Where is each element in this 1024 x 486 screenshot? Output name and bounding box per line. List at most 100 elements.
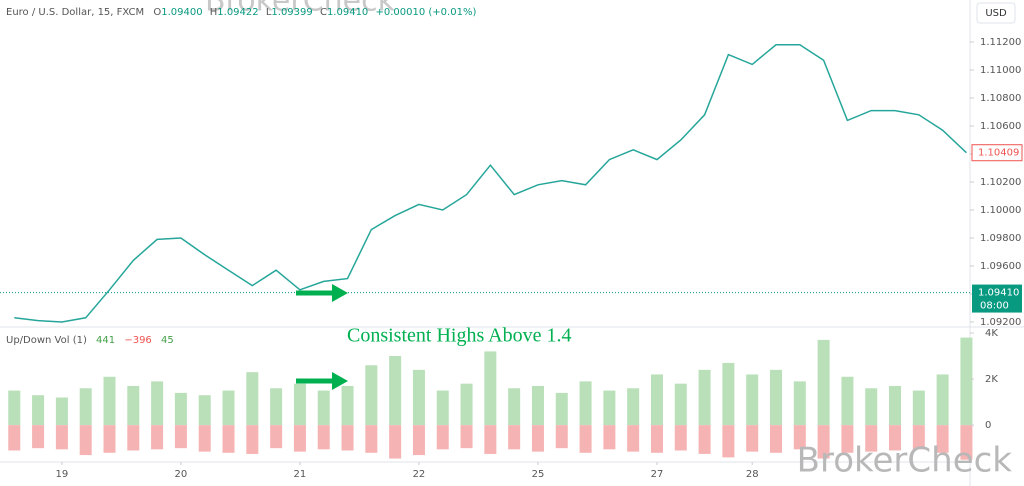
chart-header: Euro / U.S. Dollar, 15, FXCM O1.09400 H1…	[6, 7, 476, 18]
volume-bar	[912, 425, 925, 450]
arrow	[296, 372, 348, 390]
volume-bar	[603, 425, 616, 450]
last-price-label: 1.10409	[978, 148, 1019, 159]
volume-bar	[389, 425, 402, 459]
volume-bar	[222, 425, 235, 453]
volume-bar	[889, 425, 902, 451]
symbol: Euro / U.S. Dollar, 15, FXCM	[6, 7, 144, 18]
volume-bar	[317, 425, 330, 450]
ohlc-key: L	[266, 7, 272, 18]
currency[interactable]: USD	[985, 8, 1007, 19]
ohlc-key: O	[153, 7, 161, 18]
volume-bar	[412, 425, 425, 456]
volume-bar	[841, 425, 854, 453]
y-tick-label: 4K	[985, 328, 998, 339]
volume-bar	[960, 337, 973, 426]
legend-value: −396	[124, 335, 151, 346]
volume-bar	[627, 388, 640, 426]
y-tick-label: 1.11000	[980, 65, 1021, 76]
volume-bar	[246, 425, 259, 454]
volume-bar	[412, 369, 425, 426]
volume-bar	[270, 425, 283, 449]
volume-bar	[698, 425, 711, 454]
ohlc-key: C	[320, 7, 327, 18]
y-tick-label: 2K	[985, 374, 998, 385]
volume-bar	[8, 425, 21, 451]
volume-bar	[770, 369, 782, 426]
volume-bar	[484, 351, 497, 426]
volume-bar	[531, 425, 544, 452]
volume-bar	[127, 425, 140, 451]
current-price-time: 08:00	[980, 301, 1009, 312]
volume-bar	[270, 388, 283, 426]
indicator-title: Up/Down Vol (1)	[6, 335, 87, 346]
watermark: BrokerCheck	[205, 0, 396, 19]
volume-bar	[127, 385, 140, 426]
volume-bar	[960, 425, 973, 460]
volume-bar	[555, 392, 568, 426]
volume-bar	[79, 388, 92, 426]
volume-bar	[531, 385, 544, 426]
volume-bar	[32, 395, 45, 426]
volume-bar	[103, 376, 116, 426]
x-tick-label: 20	[175, 469, 188, 480]
volume-bar	[317, 390, 330, 426]
y-tick-label: 1.09800	[980, 233, 1021, 244]
volume-bar	[698, 369, 711, 426]
volume-bar	[365, 425, 378, 453]
volume-bar	[151, 425, 164, 450]
volume-bar	[912, 390, 925, 426]
volume-bar	[222, 390, 235, 426]
volume-bar	[460, 383, 473, 426]
volume-bar	[841, 376, 854, 426]
volume-bar	[936, 425, 949, 453]
volume-bar	[865, 425, 878, 452]
volume-bar	[722, 362, 735, 426]
volume-bar	[293, 383, 306, 426]
x-tick-label: 25	[532, 469, 545, 480]
volume-bar	[8, 390, 21, 426]
price-line-series	[14, 44, 967, 323]
volume-bar	[151, 381, 164, 426]
volume-bar	[746, 374, 759, 426]
y-tick-label: 0	[985, 420, 991, 431]
volume-bar	[460, 425, 473, 449]
current-price-box	[972, 284, 1022, 313]
x-tick-label: 19	[56, 469, 69, 480]
y-tick-label: 1.10200	[980, 177, 1021, 188]
volume-bar	[722, 425, 735, 458]
volume-bar	[579, 381, 592, 426]
volume-bar	[555, 425, 568, 449]
volume-bar	[79, 425, 92, 456]
arrow	[296, 284, 348, 302]
volume-bar	[865, 388, 878, 426]
volume-bar	[293, 425, 306, 452]
volume-bar	[341, 425, 354, 451]
volume-bar	[103, 425, 116, 453]
x-tick-label: 28	[746, 469, 759, 480]
current-price-label: 1.09410	[978, 288, 1019, 299]
volume-bar	[198, 425, 211, 452]
volume-bar	[650, 425, 663, 453]
volume-header: Up/Down Vol (1) 441 −396 45	[6, 335, 174, 346]
currency-box[interactable]	[976, 2, 1016, 24]
x-tick-label: 22	[413, 469, 426, 480]
y-tick-label: 1.09600	[980, 261, 1021, 272]
volume-bar	[627, 425, 640, 452]
volume-bar	[746, 425, 759, 452]
volume-bar	[674, 383, 687, 426]
ohlc-value: 1.09400	[161, 7, 202, 18]
volume-bar	[508, 425, 521, 450]
y-tick-label: 1.10000	[980, 205, 1021, 216]
ohlc-key: H	[210, 7, 218, 18]
volume-bar	[246, 372, 259, 426]
volume-bar	[936, 374, 949, 426]
x-tick-label: 27	[651, 469, 664, 480]
watermark: BrokerCheck	[797, 441, 1013, 481]
volume-bar	[55, 425, 68, 450]
y-tick-label: 1.10800	[980, 93, 1021, 104]
y-tick-label: 1.11200	[980, 37, 1021, 48]
volume-bar	[365, 365, 378, 426]
